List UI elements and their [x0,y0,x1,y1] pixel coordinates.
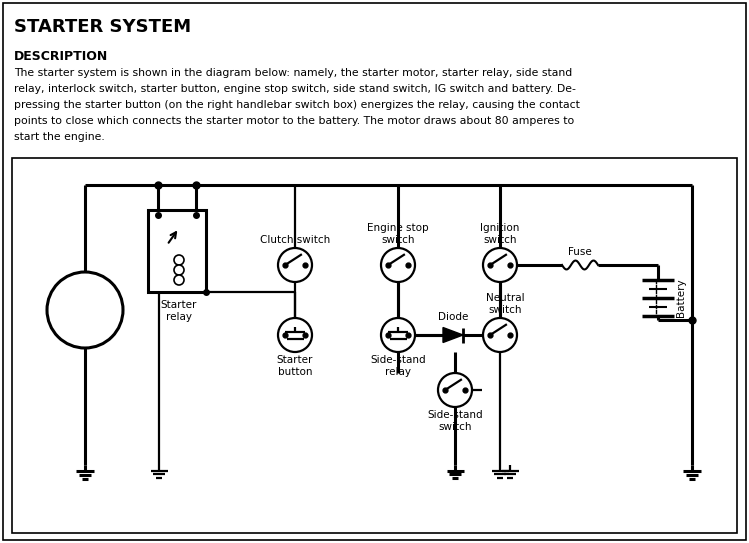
Text: Clutch switch: Clutch switch [260,235,330,245]
Circle shape [483,248,517,282]
Text: pressing the starter button (on the right handlebar switch box) energizes the re: pressing the starter button (on the righ… [14,100,580,110]
Text: Side-stand
relay: Side-stand relay [370,355,426,377]
Bar [12,158,737,533]
Text: Starter
relay: Starter relay [161,300,197,321]
Bar [148,210,206,292]
Circle shape [174,275,184,285]
Text: points to close which connects the starter motor to the battery. The motor draws: points to close which connects the start… [14,116,574,126]
Text: Fuse: Fuse [568,247,592,257]
Text: Neutral
switch: Neutral switch [485,293,524,315]
Text: Starter
motor: Starter motor [67,291,103,313]
Polygon shape [443,327,463,343]
Circle shape [47,272,123,348]
Circle shape [278,248,312,282]
Circle shape [278,318,312,352]
Circle shape [438,373,472,407]
Circle shape [381,248,415,282]
Text: Ignition
switch: Ignition switch [480,223,520,245]
Text: DESCRIPTION: DESCRIPTION [14,50,109,63]
Circle shape [174,255,184,265]
Text: The starter system is shown in the diagram below: namely, the starter motor, sta: The starter system is shown in the diagr… [14,68,572,78]
Text: Diode: Diode [438,312,468,322]
Text: STARTER SYSTEM: STARTER SYSTEM [14,18,191,36]
Circle shape [174,265,184,275]
Text: Starter
button: Starter button [277,355,313,377]
Circle shape [381,318,415,352]
Text: relay, interlock switch, starter button, engine stop switch, side stand switch, : relay, interlock switch, starter button,… [14,84,576,94]
Circle shape [483,318,517,352]
Text: start the engine.: start the engine. [14,132,105,142]
Text: Side-stand
switch: Side-stand switch [427,410,483,432]
Text: Battery: Battery [676,279,686,317]
Text: Engine stop
switch: Engine stop switch [367,223,429,245]
